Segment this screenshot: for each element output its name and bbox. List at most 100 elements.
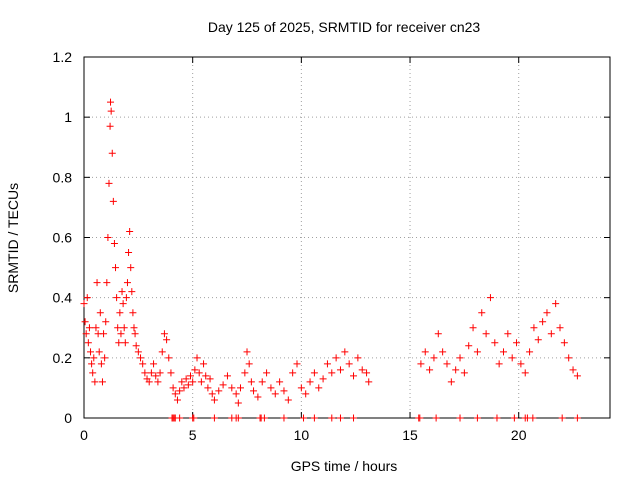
data-point [110, 240, 118, 248]
y-tick-label: 0.6 [53, 230, 73, 246]
data-point [120, 324, 128, 332]
data-point [208, 390, 216, 398]
data-point [145, 378, 153, 386]
data-point [426, 366, 434, 374]
data-point [112, 264, 120, 272]
zero-data-point [432, 414, 440, 422]
data-points [80, 98, 581, 422]
chart-title: Day 125 of 2025, SRMTID for receiver cn2… [208, 19, 481, 35]
data-point [210, 396, 218, 404]
data-point [202, 372, 210, 380]
zero-data-point [190, 414, 198, 422]
grid-lines [84, 57, 610, 418]
data-point [552, 300, 560, 308]
data-point [363, 369, 371, 377]
zero-data-point [210, 414, 218, 422]
data-point [447, 378, 455, 386]
data-point [84, 339, 92, 347]
data-point [241, 369, 249, 377]
data-point [125, 249, 133, 257]
data-point [328, 369, 336, 377]
data-point [319, 375, 327, 383]
data-point [421, 348, 429, 356]
data-point [530, 324, 538, 332]
data-point [108, 149, 116, 157]
data-point [123, 279, 131, 287]
data-point [88, 360, 96, 368]
data-point [573, 372, 581, 380]
data-point [80, 300, 88, 308]
data-point [250, 387, 258, 395]
data-point [258, 378, 266, 386]
data-point [114, 324, 122, 332]
data-point [150, 360, 158, 368]
zero-data-point [300, 414, 308, 422]
data-point [176, 387, 184, 395]
data-point [116, 309, 124, 317]
data-point [122, 294, 130, 302]
data-point [171, 390, 179, 398]
data-point [96, 309, 104, 317]
data-point [521, 369, 529, 377]
data-point [169, 384, 177, 392]
data-point [560, 339, 568, 347]
data-point [167, 369, 175, 377]
data-point [103, 279, 111, 287]
data-point [508, 354, 516, 362]
data-point [197, 378, 205, 386]
data-point [547, 330, 555, 338]
data-point [565, 354, 573, 362]
data-point [234, 399, 242, 407]
y-tick-label: 1 [64, 109, 72, 125]
x-axis-label: GPS time / hours [291, 458, 398, 474]
x-tick-label: 20 [511, 427, 527, 443]
zero-data-point [473, 414, 481, 422]
data-point [95, 348, 103, 356]
data-point [456, 354, 464, 362]
data-point [219, 381, 227, 389]
data-point [89, 369, 97, 377]
data-point [119, 300, 127, 308]
data-point [97, 360, 105, 368]
data-point [473, 348, 481, 356]
zero-data-point [328, 414, 336, 422]
data-point [469, 324, 477, 332]
data-point [178, 378, 186, 386]
data-point [107, 107, 115, 115]
y-tick-label: 0 [64, 410, 72, 426]
data-point [204, 384, 212, 392]
data-point [160, 330, 168, 338]
data-point [539, 318, 547, 326]
data-point [452, 366, 460, 374]
data-point [276, 378, 284, 386]
data-point [434, 330, 442, 338]
data-point [129, 309, 137, 317]
data-point [443, 360, 451, 368]
data-point [341, 348, 349, 356]
data-point [91, 378, 99, 386]
data-point [243, 348, 251, 356]
data-point [345, 360, 353, 368]
data-point [439, 348, 447, 356]
data-point [132, 342, 140, 350]
data-point [137, 354, 145, 362]
data-point [543, 309, 551, 317]
data-point [323, 360, 331, 368]
data-point [306, 378, 314, 386]
data-point [236, 384, 244, 392]
zero-data-point [310, 414, 318, 422]
data-point [526, 348, 534, 356]
data-point [93, 279, 101, 287]
data-point [315, 384, 323, 392]
data-point [87, 348, 95, 356]
data-point [465, 342, 473, 350]
data-point [113, 294, 121, 302]
data-point [189, 378, 197, 386]
data-point [117, 330, 125, 338]
data-point [354, 354, 362, 362]
data-point [350, 372, 358, 380]
data-point [267, 384, 275, 392]
data-point [534, 336, 542, 344]
